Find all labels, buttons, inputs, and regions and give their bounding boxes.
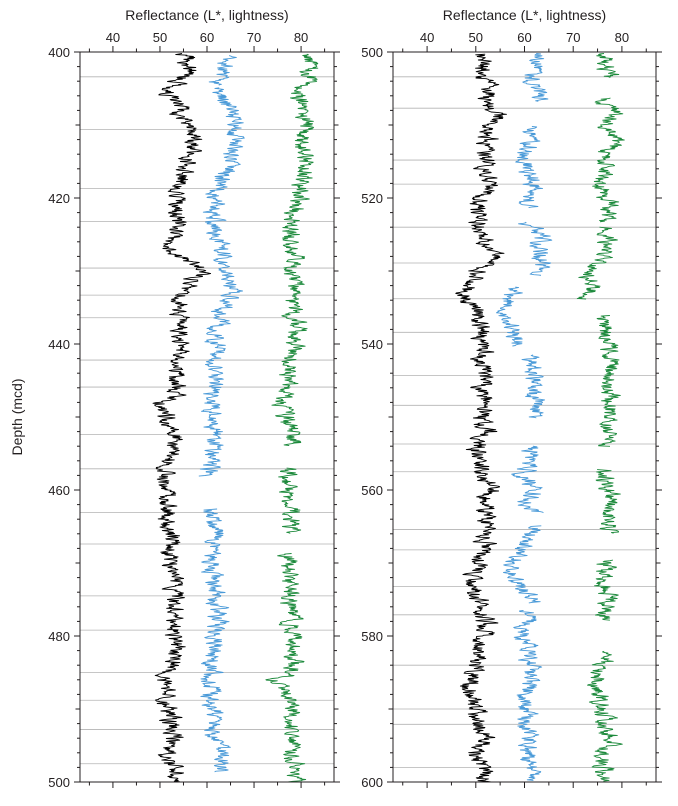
x-tick-label: 80 (615, 30, 629, 45)
series-line (265, 553, 307, 783)
x-axis-label: Reflectance (L*, lightness) (125, 7, 288, 23)
series-line (208, 55, 237, 86)
series-line (152, 53, 212, 783)
series-line (594, 559, 619, 621)
x-tick-label: 60 (517, 30, 531, 45)
y-tick-label: 520 (361, 191, 383, 206)
series-line (200, 508, 231, 773)
x-tick-label: 50 (469, 30, 483, 45)
x-axis-label: Reflectance (L*, lightness) (443, 7, 606, 23)
panel-1: 40 50 60 70 80 Reflectance (L*, lightness) 400… (9, 7, 340, 790)
series-line (592, 97, 625, 223)
series-line (518, 221, 553, 277)
y-tick-label: 460 (48, 483, 70, 498)
series-line (198, 87, 245, 477)
y-tick-label: 400 (48, 45, 70, 60)
series-line (278, 467, 302, 534)
y-tick-label: 440 (48, 337, 70, 352)
series-line (522, 53, 549, 102)
series-line (503, 525, 542, 604)
series-line (595, 469, 621, 534)
y-tick-label: 560 (361, 483, 383, 498)
y-tick-label: 480 (48, 629, 70, 644)
series-line (513, 610, 543, 781)
series-line (496, 286, 523, 347)
series-line (511, 445, 544, 514)
x-tick-label: 70 (566, 30, 580, 45)
x-tick-label: 40 (106, 30, 120, 45)
x-tick-label: 40 (420, 30, 434, 45)
y-axis-label: Depth (mcd) (9, 378, 25, 455)
series-line (596, 315, 621, 447)
panel-2: 40 50 60 70 80 Reflectance (L*, lightness) 500… (361, 7, 662, 790)
y-tick-label: 600 (361, 775, 383, 790)
series-line (521, 354, 546, 419)
y-tick-label: 580 (361, 629, 383, 644)
x-tick-label: 70 (247, 30, 261, 45)
y-tick-label: 540 (361, 337, 383, 352)
x-tick-label: 50 (153, 30, 167, 45)
y-tick-label: 500 (361, 45, 383, 60)
y-tick-label: 500 (48, 775, 70, 790)
series-line (596, 53, 620, 78)
series-line (515, 126, 544, 209)
plot-frame (392, 51, 657, 783)
series-line (455, 53, 507, 783)
series-line (576, 226, 618, 300)
x-tick-label: 60 (200, 30, 214, 45)
y-tick-label: 420 (48, 191, 70, 206)
series-line (587, 650, 623, 782)
series-line (271, 53, 319, 446)
x-tick-label: 80 (294, 30, 308, 45)
